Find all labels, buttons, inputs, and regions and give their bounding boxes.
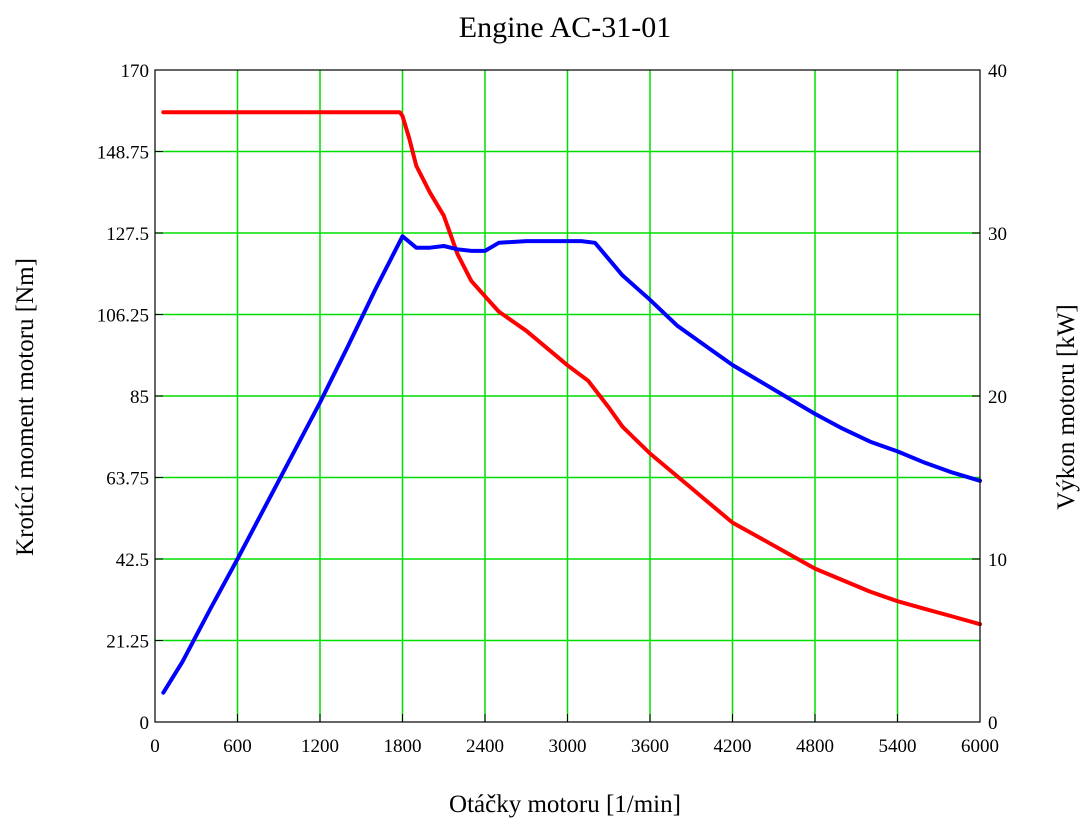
y-left-tick-label: 106.25 bbox=[97, 306, 149, 327]
y-left-tick-label: 170 bbox=[121, 61, 150, 82]
x-tick-label: 0 bbox=[150, 736, 160, 757]
x-tick-label: 2400 bbox=[466, 736, 504, 757]
y-left-tick-label: 42.5 bbox=[116, 550, 149, 571]
y-left-tick-label: 63.75 bbox=[106, 469, 149, 490]
grid-lines bbox=[155, 70, 980, 722]
x-tick-label: 1800 bbox=[384, 736, 422, 757]
y-left-tick-label: 85 bbox=[130, 387, 149, 408]
x-tick-label: 3600 bbox=[631, 736, 669, 757]
power-series-line bbox=[161, 234, 982, 695]
y-right-tick-label: 40 bbox=[988, 61, 1007, 82]
chart-title: Engine AC-31-01 bbox=[459, 11, 671, 44]
y-right-tick-label: 0 bbox=[988, 713, 998, 734]
y-axis-label-left: Krotící moment motoru [Nm] bbox=[12, 258, 39, 556]
y-axis-label-right: Výkon motoru [kW] bbox=[1053, 304, 1080, 510]
y-left-tick-label: 127.5 bbox=[106, 224, 149, 245]
y-left-tick-label: 0 bbox=[140, 713, 150, 734]
y-left-tick-label: 148.75 bbox=[97, 143, 149, 164]
x-tick-label: 5400 bbox=[879, 736, 917, 757]
series-lines bbox=[161, 110, 982, 695]
y-right-tick-label: 30 bbox=[988, 224, 1007, 245]
x-tick-label: 6000 bbox=[961, 736, 999, 757]
x-tick-label: 4200 bbox=[714, 736, 752, 757]
x-tick-label: 4800 bbox=[796, 736, 834, 757]
y-right-tick-label: 20 bbox=[988, 387, 1007, 408]
torque-series-line bbox=[161, 110, 982, 627]
x-tick-label: 3000 bbox=[549, 736, 587, 757]
x-tick-label: 600 bbox=[223, 736, 252, 757]
y-right-tick-label: 10 bbox=[988, 550, 1007, 571]
x-axis-label: Otáčky motoru [1/min] bbox=[449, 791, 681, 818]
tick-labels: 0 600 1200 1800 2400 3000 3600 4200 4800 5400 6000… bbox=[97, 61, 1007, 757]
x-tick-label: 1200 bbox=[301, 736, 339, 757]
y-left-tick-label: 21.25 bbox=[106, 632, 149, 653]
